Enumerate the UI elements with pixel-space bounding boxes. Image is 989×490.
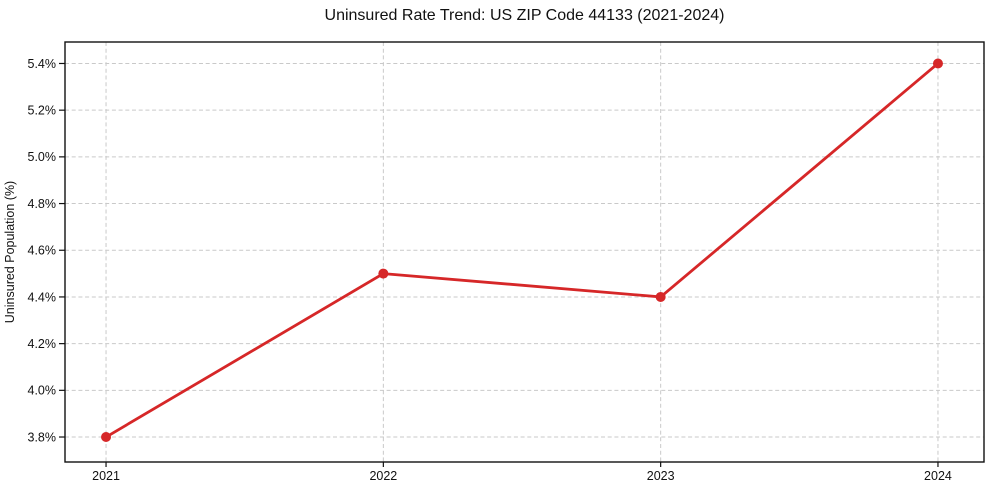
plot-border: [64, 41, 985, 463]
y-tick-label: 5.0%: [28, 150, 57, 164]
y-axis-label: Uninsured Population (%): [3, 181, 17, 323]
x-tick-label: 2023: [647, 469, 675, 483]
x-tick-label: 2021: [92, 469, 120, 483]
data-point-2023: [655, 291, 666, 302]
y-tick-label: 4.6%: [28, 244, 57, 258]
y-tick-label: 4.0%: [28, 384, 57, 398]
data-point-2021: [101, 432, 112, 443]
data-point-2024: [932, 58, 943, 69]
trend-line: [104, 62, 940, 439]
y-tick-label: 5.2%: [28, 104, 57, 118]
x-tick-label: 2022: [369, 469, 397, 483]
y-tick-label: 4.4%: [28, 290, 57, 304]
y-tick-label: 5.4%: [28, 57, 57, 71]
chart-title: Uninsured Rate Trend: US ZIP Code 44133 …: [324, 7, 725, 24]
data-point-2022: [378, 268, 389, 279]
y-tick-label: 3.8%: [28, 430, 57, 444]
y-tick-label: 4.8%: [28, 197, 57, 211]
y-tick-label: 4.2%: [28, 337, 57, 351]
x-tick-label: 2024: [924, 469, 952, 483]
